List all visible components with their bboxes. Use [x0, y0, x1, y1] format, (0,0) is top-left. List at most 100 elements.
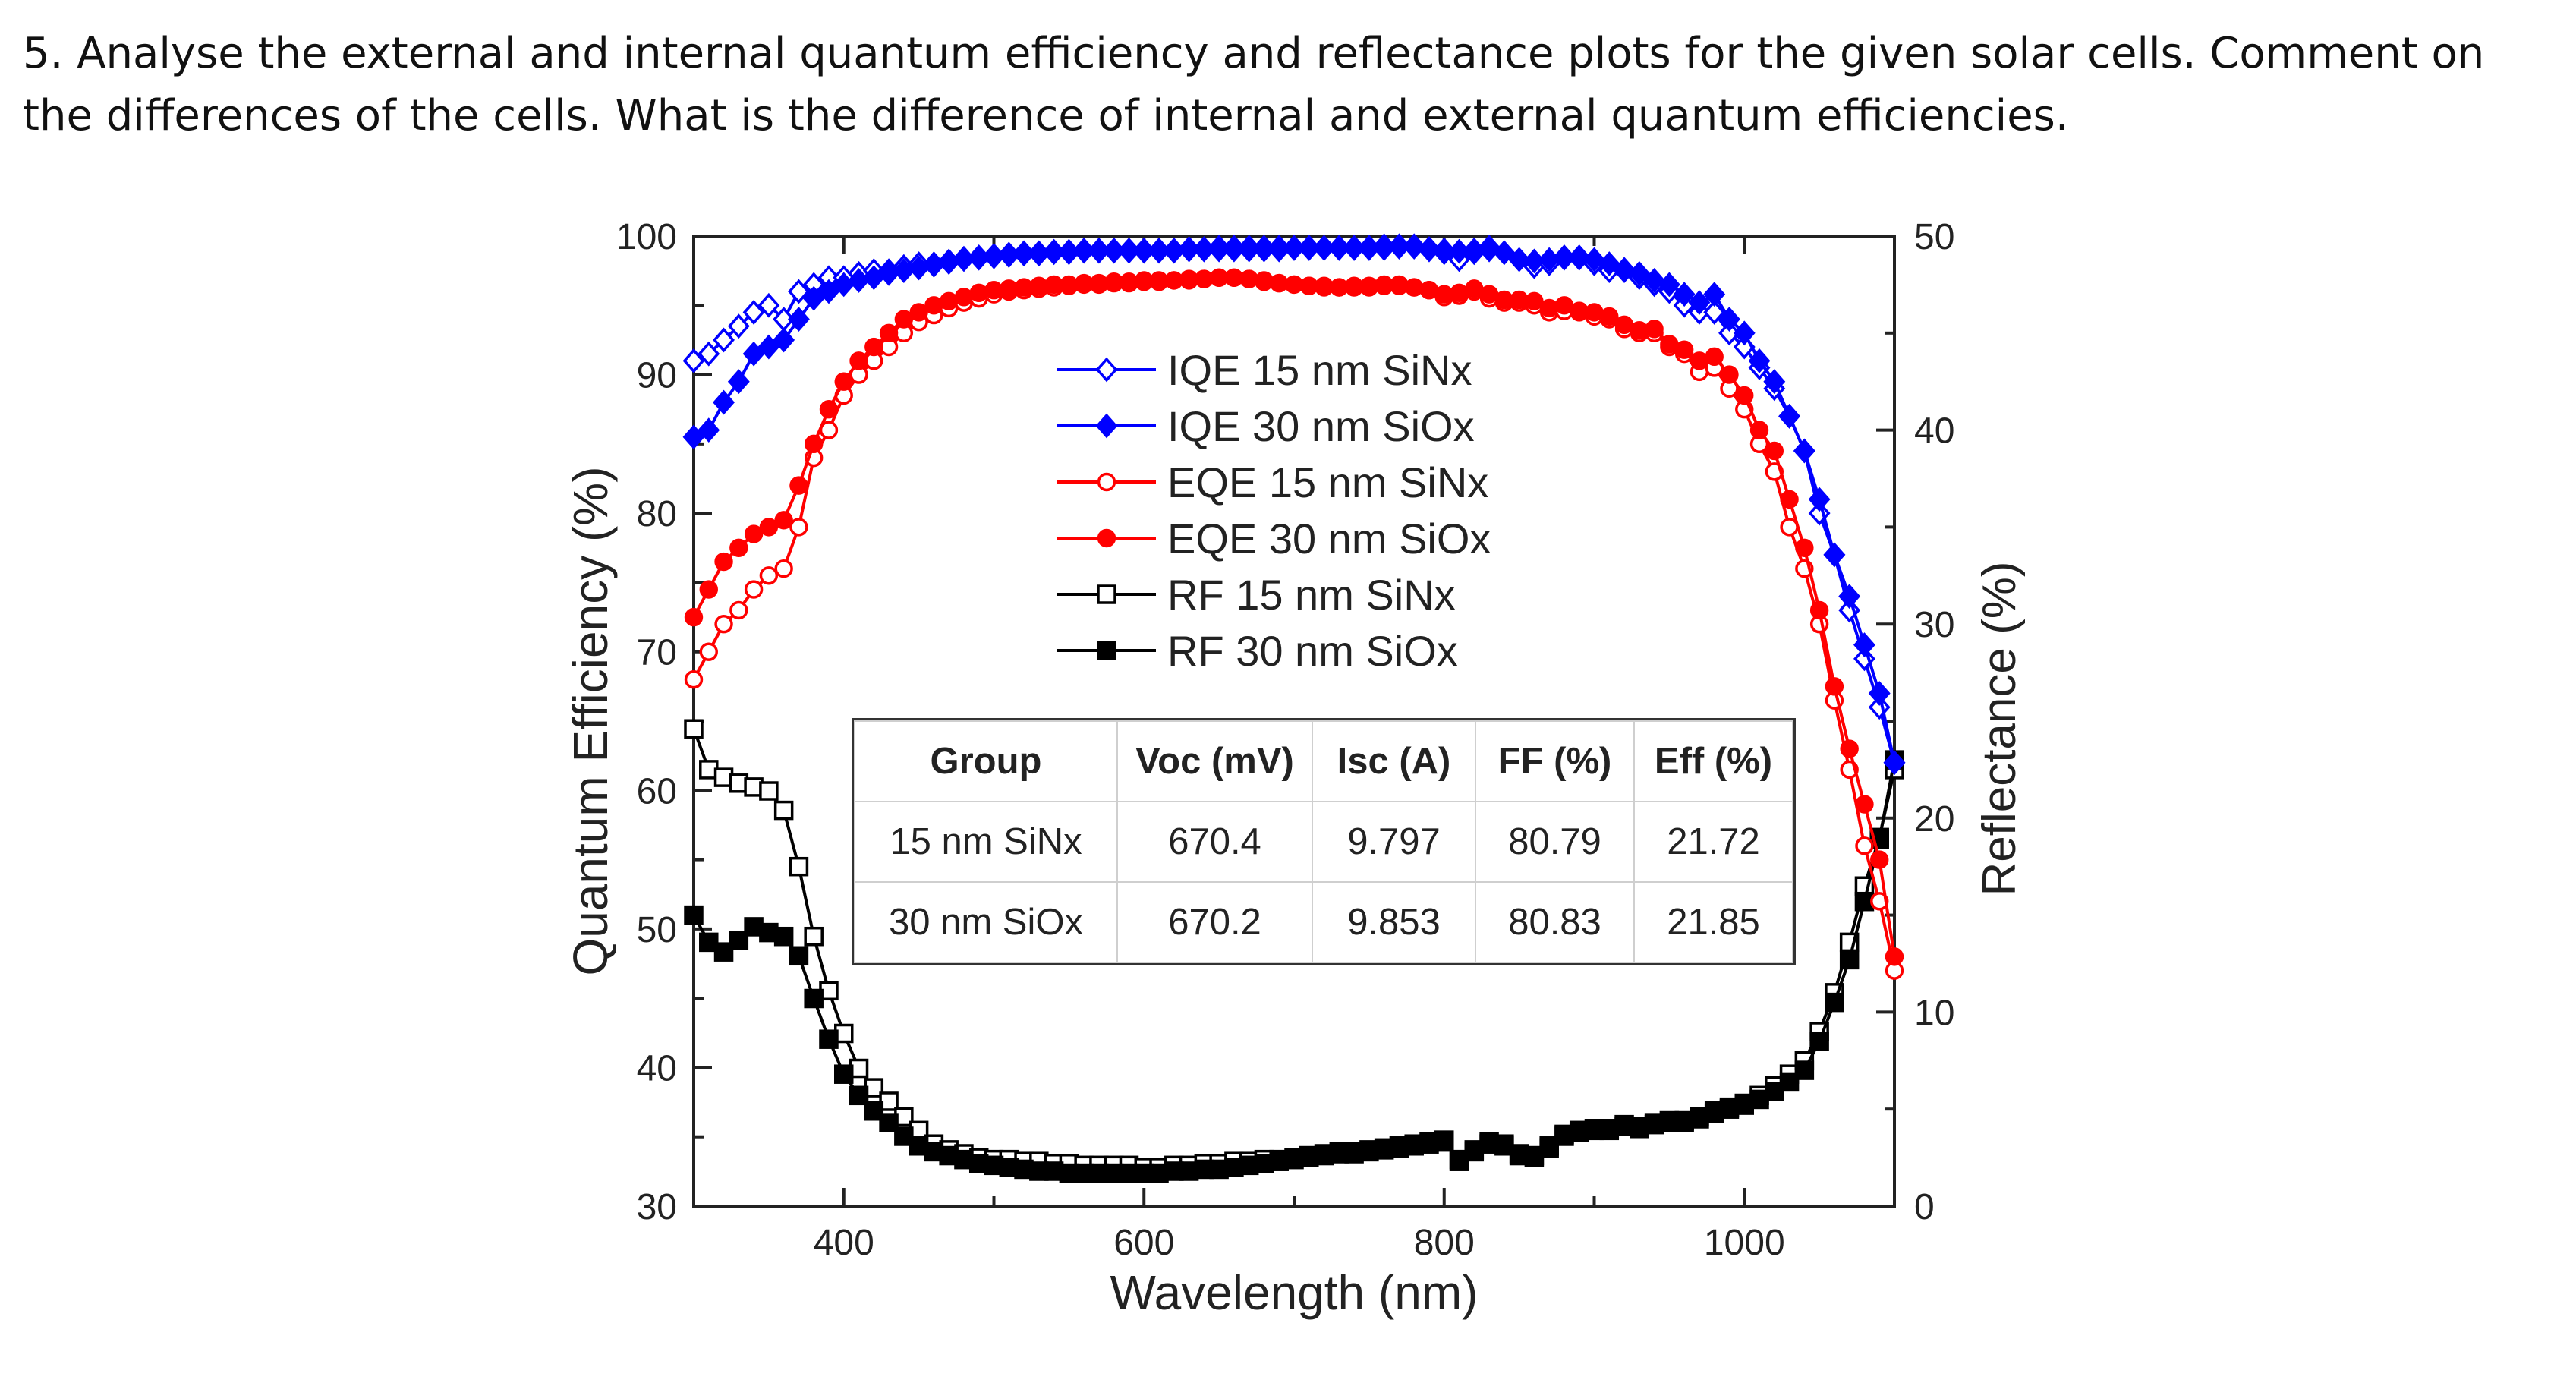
x-tick-label: 1000: [1704, 1223, 1785, 1263]
data-point: [1149, 271, 1169, 290]
data-point: [819, 400, 839, 419]
data-point: [774, 511, 793, 530]
data-point: [714, 552, 733, 572]
data-point: [787, 307, 810, 332]
data-point: [1795, 538, 1814, 557]
data-point: [1780, 490, 1799, 509]
data-point: [757, 292, 780, 318]
data-point: [773, 926, 794, 947]
data-point: [744, 524, 764, 543]
data-point: [1060, 275, 1079, 295]
data-point: [834, 372, 853, 391]
data-point: [1103, 238, 1126, 264]
table-cell: 30 nm SiOx: [854, 881, 1118, 963]
table-cell: 15 nm SiNx: [854, 801, 1118, 883]
data-point: [1855, 836, 1874, 855]
data-point: [1840, 739, 1859, 758]
data-point: [1660, 335, 1679, 354]
data-point: [773, 327, 795, 353]
data-point: [789, 946, 809, 966]
y-tick-label: 50: [637, 910, 677, 950]
table-cell: 80.79: [1475, 801, 1635, 883]
data-point: [1733, 320, 1756, 346]
data-point: [804, 926, 824, 947]
data-point: [1494, 290, 1514, 310]
table-cell: 9.797: [1312, 801, 1476, 883]
data-point: [1074, 273, 1094, 293]
data-point: [922, 252, 945, 278]
data-point: [1628, 260, 1651, 286]
data-point: [1735, 386, 1754, 405]
data-point: [937, 250, 960, 276]
data-point: [699, 932, 719, 953]
data-point: [1387, 235, 1410, 260]
legend-label: EQE 15 nm SiNx: [1167, 458, 1488, 506]
data-point: [742, 300, 765, 325]
data-point: [1390, 275, 1409, 295]
table-header: Isc (A): [1312, 720, 1476, 802]
data-point: [1120, 272, 1138, 291]
data-point: [1164, 271, 1184, 290]
data-point: [1284, 275, 1304, 295]
data-point: [1097, 528, 1116, 548]
legend-label: RF 15 nm SiNx: [1167, 571, 1456, 619]
table-cell: 670.4: [1116, 801, 1313, 883]
data-point: [1465, 279, 1484, 298]
table-row: 30 nm SiOx 670.2 9.853 80.83 21.85: [854, 881, 1793, 963]
legend-item: [1057, 528, 1156, 548]
data-point: [684, 719, 704, 739]
x-tick-label: 600: [1113, 1223, 1174, 1263]
data-point: [1192, 237, 1215, 263]
data-point: [1209, 268, 1229, 287]
data-point: [879, 1113, 899, 1132]
data-point: [1479, 285, 1499, 304]
data-point: [909, 303, 928, 322]
data-point: [1097, 472, 1116, 492]
data-point: [1705, 347, 1724, 367]
data-point: [969, 283, 988, 303]
data-point: [684, 607, 704, 627]
data-point: [864, 337, 883, 357]
data-point: [1044, 275, 1063, 295]
data-point: [849, 351, 868, 370]
data-point: [894, 1126, 914, 1146]
data-point: [1493, 240, 1516, 266]
data-point: [954, 288, 974, 307]
data-point: [1855, 795, 1874, 814]
data-point: [939, 291, 959, 311]
y2-tick-label: 40: [1914, 411, 1954, 452]
data-point: [1808, 487, 1831, 512]
data-point: [1568, 244, 1591, 269]
data-point: [1778, 403, 1801, 429]
y2-axis-title: Reflectance (%): [1973, 561, 2026, 896]
data-point: [864, 1101, 884, 1121]
data-point: [1298, 236, 1321, 261]
data-point: [1494, 1136, 1514, 1156]
data-point: [849, 1085, 869, 1106]
data-point: [1478, 237, 1501, 263]
data-point: [1674, 340, 1694, 359]
data-point: [1539, 1138, 1559, 1158]
data-point: [1524, 1148, 1545, 1167]
data-point: [1223, 237, 1245, 263]
data-point: [1539, 298, 1559, 318]
table-cell: 80.83: [1475, 881, 1635, 963]
data-point: [1343, 236, 1365, 261]
data-point: [727, 369, 750, 395]
data-point: [1883, 750, 1906, 776]
y-tick-label: 90: [637, 356, 677, 396]
y2-tick-label: 10: [1914, 993, 1954, 1033]
table-cell: 21.72: [1633, 801, 1793, 883]
data-point: [1097, 584, 1116, 604]
data-point: [1148, 238, 1170, 264]
data-point: [1870, 850, 1889, 869]
data-point: [713, 942, 734, 962]
data-point: [1118, 238, 1140, 264]
data-point: [1868, 681, 1891, 706]
data-point: [1809, 1031, 1829, 1051]
data-point: [1344, 276, 1364, 295]
table-cell: 9.853: [1312, 881, 1476, 963]
data-point: [1614, 315, 1634, 335]
data-point: [1012, 241, 1035, 267]
